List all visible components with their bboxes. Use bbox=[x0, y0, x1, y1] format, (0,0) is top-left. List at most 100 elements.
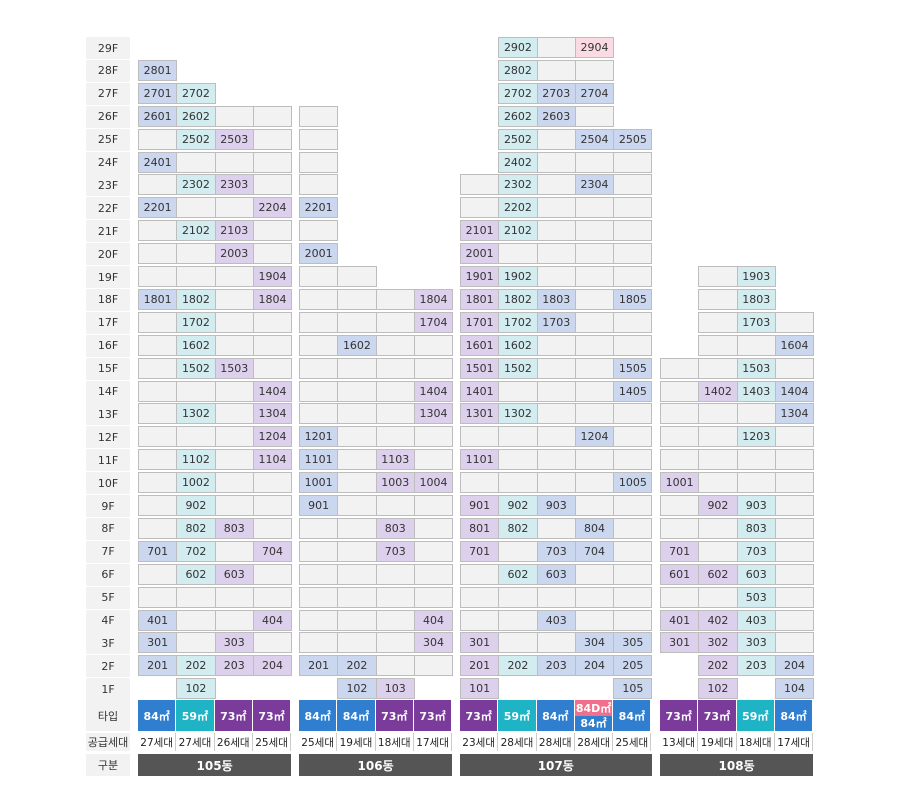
floor-label: 23F bbox=[86, 174, 130, 197]
unit-cell bbox=[536, 243, 576, 265]
supply-count: 23세대 bbox=[460, 733, 499, 751]
unit-cell bbox=[613, 266, 653, 287]
unit-cell bbox=[613, 243, 653, 265]
unit-cell: 303 bbox=[736, 632, 776, 654]
unit-cell bbox=[736, 403, 776, 425]
unit-cell bbox=[574, 220, 615, 242]
unit-cell: 602 bbox=[698, 563, 738, 585]
unit-cell: 404 bbox=[413, 609, 454, 631]
unit-cell bbox=[413, 495, 454, 516]
unit-cell bbox=[736, 334, 776, 356]
unit-cell bbox=[337, 472, 377, 494]
unit-cell: 601 bbox=[660, 563, 700, 585]
unit-cell bbox=[375, 495, 415, 516]
unit-cell: 1601 bbox=[460, 334, 500, 356]
unit-cell bbox=[698, 266, 738, 287]
floor-label: 6F bbox=[86, 563, 130, 586]
unit-cell: 1803 bbox=[536, 288, 576, 310]
unit-cell bbox=[299, 517, 339, 539]
unit-cell: 2701 bbox=[138, 82, 178, 104]
unit-cell: 1403 bbox=[736, 380, 776, 402]
unit-cell: 2402 bbox=[498, 151, 538, 173]
unit-cell bbox=[337, 288, 377, 310]
unit-cell bbox=[498, 426, 538, 448]
unit-cell: 205 bbox=[613, 655, 653, 677]
unit-cell: 703 bbox=[375, 540, 415, 562]
unit-cell: 901 bbox=[460, 495, 500, 516]
unit-cell bbox=[574, 449, 615, 471]
unit-cell bbox=[138, 266, 178, 287]
unit-cell: 1404 bbox=[774, 380, 815, 402]
unit-cell: 1402 bbox=[698, 380, 738, 402]
unit-cell: 1703 bbox=[736, 311, 776, 333]
unit-cell bbox=[214, 449, 254, 471]
unit-cell: 2603 bbox=[536, 105, 576, 127]
unit-cell bbox=[337, 517, 377, 539]
unit-cell: 802 bbox=[498, 517, 538, 539]
unit-cell bbox=[613, 197, 653, 219]
unit-cell bbox=[252, 517, 293, 539]
unit-cell bbox=[498, 609, 538, 631]
floor-label: 10F bbox=[86, 472, 130, 495]
unit-cell bbox=[774, 609, 815, 631]
unit-cell bbox=[574, 357, 615, 379]
supply-count: 19세대 bbox=[698, 733, 737, 751]
unit-cell bbox=[774, 311, 815, 333]
unit-cell bbox=[299, 357, 339, 379]
unit-cell: 2003 bbox=[214, 243, 254, 265]
unit-cell: 603 bbox=[536, 563, 576, 585]
supply-count: 18세대 bbox=[376, 733, 414, 751]
unit-cell bbox=[413, 449, 454, 471]
unit-cell bbox=[536, 426, 576, 448]
unit-cell bbox=[214, 586, 254, 608]
unit-cell: 2303 bbox=[214, 174, 254, 196]
unit-cell bbox=[536, 197, 576, 219]
unit-cell: 1304 bbox=[413, 403, 454, 425]
unit-cell bbox=[774, 586, 815, 608]
unit-cell bbox=[498, 540, 538, 562]
unit-cell bbox=[375, 563, 415, 585]
unit-type-badge: 73㎡ bbox=[413, 700, 452, 731]
supply-count: 25세대 bbox=[299, 733, 338, 751]
unit-cell bbox=[138, 243, 178, 265]
unit-cell: 1404 bbox=[413, 380, 454, 402]
unit-cell bbox=[214, 288, 254, 310]
unit-cell bbox=[736, 449, 776, 471]
floor-label: 11F bbox=[86, 449, 130, 472]
unit-cell: 1701 bbox=[460, 311, 500, 333]
unit-cell bbox=[375, 609, 415, 631]
unit-cell bbox=[536, 449, 576, 471]
unit-cell bbox=[536, 266, 576, 287]
unit-cell: 301 bbox=[660, 632, 700, 654]
unit-cell bbox=[536, 517, 576, 539]
unit-cell bbox=[660, 426, 700, 448]
floor-label: 21F bbox=[86, 220, 130, 243]
unit-cell bbox=[536, 128, 576, 150]
unit-type-badge: 73㎡ bbox=[460, 700, 498, 731]
unit-cell bbox=[252, 220, 293, 242]
type-84-label: 84㎡ bbox=[574, 715, 613, 731]
unit-cell bbox=[774, 563, 815, 585]
unit-cell bbox=[214, 403, 254, 425]
unit-cell bbox=[299, 540, 339, 562]
unit-cell: 2102 bbox=[176, 220, 216, 242]
unit-cell: 1003 bbox=[375, 472, 415, 494]
unit-cell bbox=[252, 174, 293, 196]
unit-cell: 202 bbox=[176, 655, 216, 677]
unit-cell bbox=[375, 288, 415, 310]
unit-cell bbox=[536, 472, 576, 494]
unit-cell: 1801 bbox=[460, 288, 500, 310]
unit-cell bbox=[375, 334, 415, 356]
unit-cell bbox=[252, 472, 293, 494]
unit-cell bbox=[252, 128, 293, 150]
unit-cell bbox=[574, 380, 615, 402]
unit-cell bbox=[299, 334, 339, 356]
unit-cell bbox=[299, 105, 339, 127]
building-name: 107동 bbox=[460, 754, 652, 776]
unit-type-badge: 84㎡ bbox=[337, 700, 375, 731]
unit-cell: 1005 bbox=[613, 472, 653, 494]
unit-cell bbox=[413, 655, 454, 677]
unit-type-badge: 73㎡ bbox=[252, 700, 291, 731]
unit-cell: 2001 bbox=[299, 243, 339, 265]
floor-label: 28F bbox=[86, 59, 130, 82]
